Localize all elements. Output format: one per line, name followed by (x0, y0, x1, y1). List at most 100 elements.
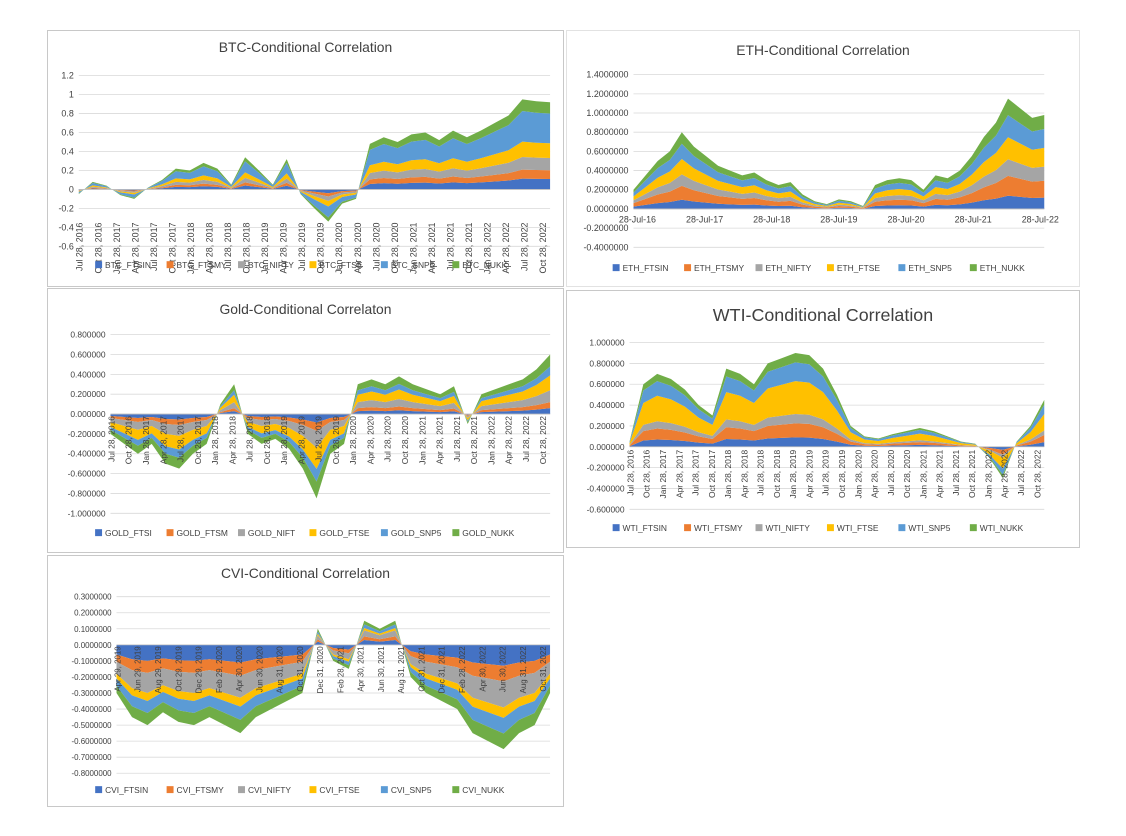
legend-label: WTI_FTSIN (623, 523, 667, 533)
y-tick-label: 0.4 (61, 146, 73, 156)
x-tick-label: Apr 30, 2020 (235, 646, 244, 692)
y-tick-label: 0.1000000 (74, 625, 112, 634)
area-series-ftsin (633, 195, 1045, 209)
y-tick-label: -0.1000000 (71, 657, 112, 666)
legend-label: WTI_SNP5 (908, 523, 950, 533)
cvi-chart-panel: CVI-Conditional Correlation 0.3000000 0.20… (47, 555, 564, 807)
area-series-ftsin (116, 640, 551, 666)
y-tick-label: 0.8000000 (586, 127, 628, 137)
x-tick-label: Jul 28, 2021 (951, 449, 961, 495)
x-tick-label: Jan 28, 2019 (260, 222, 270, 274)
x-tick-label: Apr 28, 2021 (935, 449, 945, 498)
x-tick-label: Jul 28, 2019 (297, 222, 307, 271)
legend-swatch-nukk (969, 524, 977, 532)
x-tick-label: Apr 28, 2020 (870, 449, 880, 498)
y-tick-label: -1.000000 (68, 508, 106, 518)
legend-label: CVI_FTSMY (177, 785, 225, 795)
legend-swatch-snp5 (380, 261, 388, 269)
legend-swatch-ftsin (95, 786, 103, 794)
x-tick-label: Aug 31, 2022 (519, 646, 528, 693)
y-tick-label: 0.800000 (70, 330, 105, 340)
x-tick-label: Jul 28, 2016 (625, 449, 635, 495)
legend-label: BTC_FTSE (319, 260, 362, 270)
x-tick-label: Dec 31, 2021 (438, 646, 447, 694)
y-tick-label: 1.4000000 (586, 70, 628, 80)
y-tick-label: 0.400000 (70, 369, 105, 379)
y-tick-label: -0.400000 (68, 449, 106, 459)
legend-swatch-ftsmy (684, 264, 692, 272)
legend-label: WTI_FTSMY (694, 523, 743, 533)
area-series-nifty (629, 413, 1045, 458)
x-tick-label: Oct 28, 2017 (167, 222, 177, 273)
area-series-ftse (116, 627, 551, 718)
x-tick-label: Apr 28, 2019 (804, 449, 814, 498)
eth-chart-panel: ETH-Conditional Correlation 1.4000000 1.20… (566, 30, 1080, 287)
y-tick-label: -0.2 (58, 203, 73, 213)
legend-label: ETH_NIFTY (765, 263, 811, 273)
x-tick-label: Jul 28, 2021 (452, 416, 462, 462)
legend-label: ETH_SNP5 (908, 263, 952, 273)
x-tick-label: Jul 28, 2017 (176, 416, 186, 462)
x-tick-label: Apr 30, 2021 (357, 646, 366, 692)
area-series-nukk (633, 98, 1045, 207)
x-tick-label: Jan 28, 2017 (658, 449, 668, 498)
x-tick-label: Oct 28, 2016 (93, 222, 103, 273)
x-tick-label: Jul 28, 2019 (314, 416, 324, 462)
x-tick-label: Jan 28, 2018 (210, 416, 220, 465)
x-tick-label: Jul 28, 2022 (1016, 449, 1026, 495)
x-tick-label: Jul 28, 2016 (75, 222, 85, 271)
x-tick-label: Apr 28, 2022 (1000, 449, 1010, 498)
x-tick-label: 28-Jul-20 (887, 214, 924, 224)
y-tick-label: -0.4000000 (71, 705, 112, 714)
y-tick-label: 0.2000000 (74, 609, 112, 618)
y-tick-label: -0.200000 (587, 463, 625, 473)
y-tick-label: 0.600000 (589, 379, 624, 389)
chart-title: BTC-Conditional Correlation (219, 39, 393, 55)
x-tick-label: Feb 29, 2020 (215, 646, 224, 693)
y-tick-label: 0.6 (61, 128, 73, 138)
x-tick-label: Jan 28, 2020 (334, 222, 344, 274)
x-tick-label: Aug 31, 2020 (276, 646, 285, 694)
legend-swatch-ftsmy (684, 524, 692, 532)
area-series-snp5 (633, 115, 1045, 208)
x-tick-label: Jan 28, 2018 (723, 449, 733, 498)
x-tick-label: 28-Jul-18 (753, 214, 790, 224)
x-tick-label: Jul 28, 2016 (106, 416, 116, 462)
x-tick-label: Jul 28, 2020 (371, 222, 381, 271)
x-tick-label: Apr 28, 2017 (130, 222, 140, 273)
area-series-ftsmy (116, 636, 551, 682)
y-tick-label: 1.2 (61, 71, 73, 81)
x-tick-label: Aug 29, 2019 (154, 646, 163, 694)
x-tick-label: Jul 28, 2018 (223, 222, 233, 271)
legend-label: GOLD_FTSI (105, 528, 152, 538)
x-tick-label: Apr 28, 2022 (501, 222, 511, 273)
x-tick-label: Apr 30, 2022 (478, 646, 487, 691)
x-tick-label: Jan 28, 2019 (788, 449, 798, 498)
x-tick-label: Oct 31, 2022 (539, 646, 548, 691)
legend-label: BTC_NUKK (462, 260, 507, 270)
legend-label: GOLD_NUKK (462, 528, 514, 538)
y-tick-label: -0.5000000 (71, 721, 112, 730)
legend-label: ETH_FTSMY (694, 263, 744, 273)
legend-label: BTC_NIFTY (248, 260, 294, 270)
chart-title: Gold-Conditional Correlaton (220, 301, 392, 317)
x-tick-label: Apr 29, 2019 (113, 646, 122, 692)
legend-swatch-nukk (452, 261, 460, 269)
legend-swatch-ftsin (612, 524, 620, 532)
btc-chart: BTC-Conditional Correlation 1.2 1 0.8 0.6 0.4… (58, 39, 551, 274)
gold-chart: Gold-Conditional Correlaton 0.800000 0.600… (68, 301, 551, 538)
y-tick-label: -0.2000000 (583, 223, 628, 233)
gold-chart-panel: Gold-Conditional Correlaton 0.800000 0.600… (47, 288, 564, 553)
area-series-ftse (633, 137, 1045, 208)
y-tick-label: 0.4000000 (586, 166, 628, 176)
legend-label: GOLD_FTSE (319, 528, 369, 538)
legend-swatch-ftsin (95, 529, 103, 537)
cvi-chart: CVI-Conditional Correlation 0.3000000 0.20… (71, 565, 551, 795)
x-tick-label: Jan 28, 2017 (112, 222, 122, 274)
legend-swatch-ftsin (95, 261, 103, 269)
x-tick-label: Oct 28, 2022 (1032, 449, 1042, 498)
x-tick-label: Oct 31, 2021 (417, 646, 426, 692)
x-tick-label: Dec 29, 2019 (195, 646, 204, 694)
x-tick-label: Oct 28, 2020 (400, 416, 410, 465)
x-tick-label: Apr 28, 2020 (353, 222, 363, 273)
